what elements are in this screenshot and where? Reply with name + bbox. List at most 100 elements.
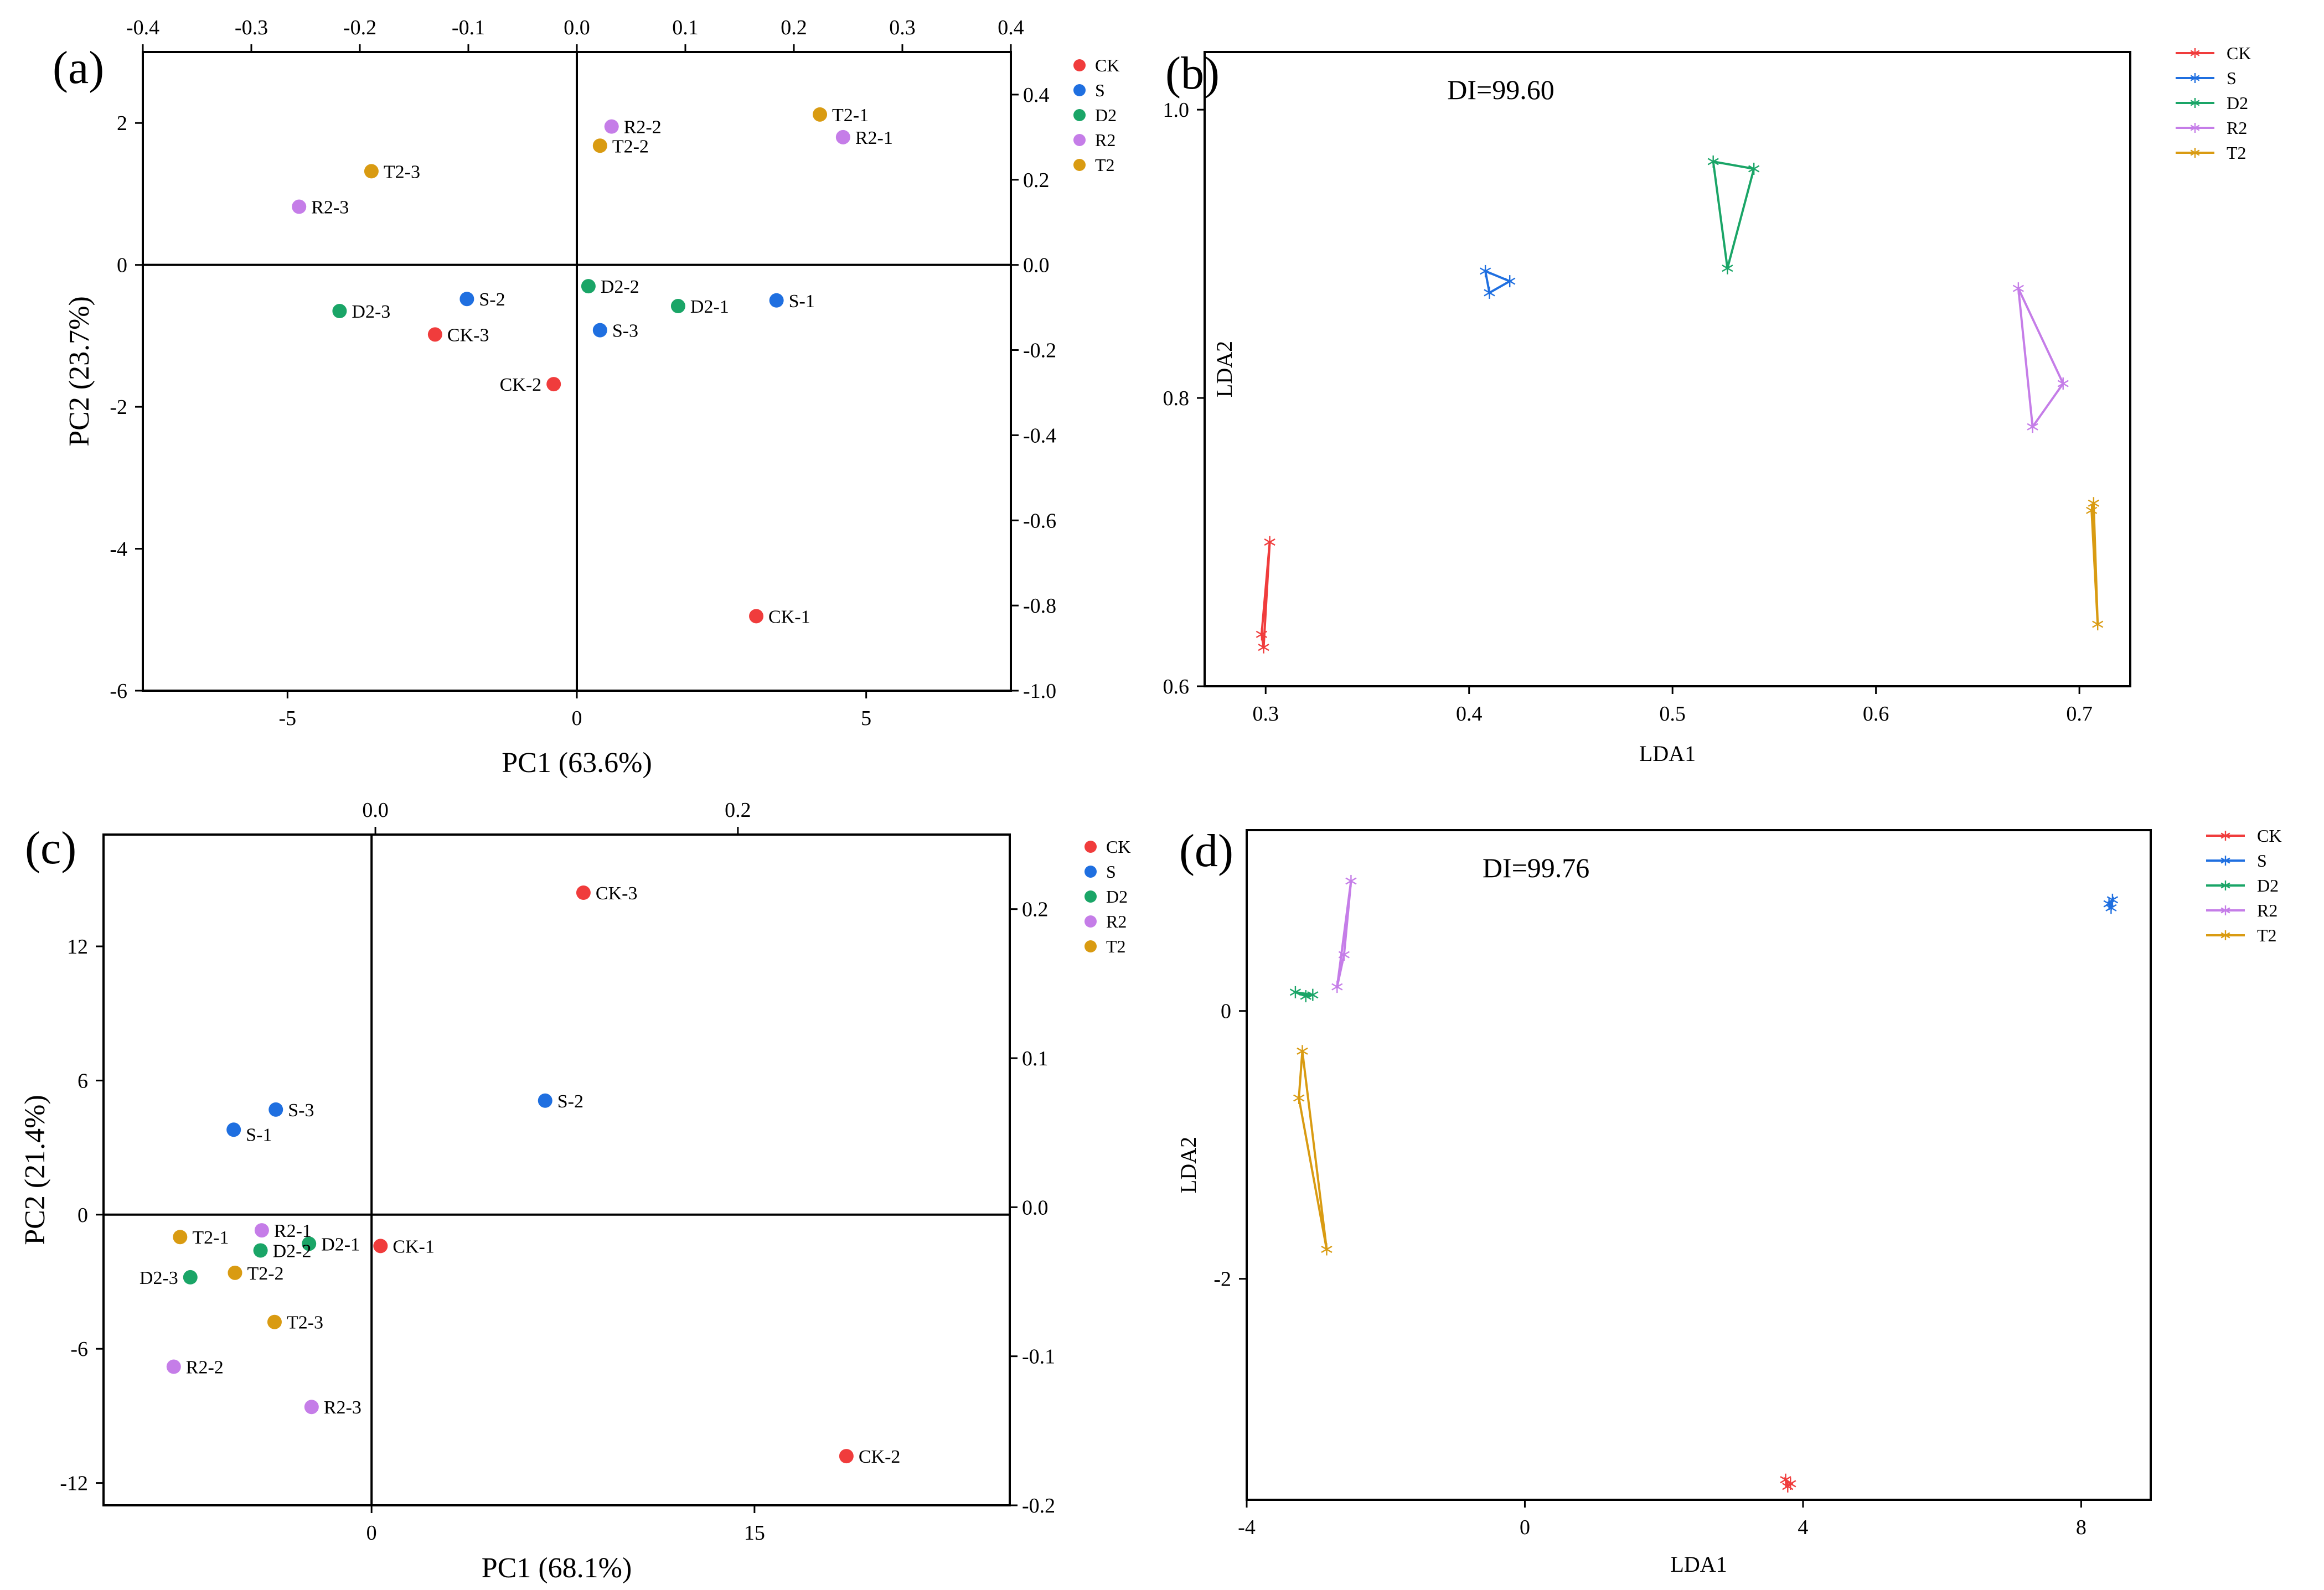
data-point-r2-2	[604, 119, 619, 134]
series-s-polygon	[1484, 269, 1512, 295]
legend-marker-r2	[2190, 123, 2200, 133]
data-label-ck-3: CK-3	[447, 325, 489, 345]
legend-marker-ck	[1073, 59, 1086, 71]
legend-label-d2: D2	[2257, 876, 2279, 895]
y-tick-label: 12	[67, 935, 88, 959]
legend-label-s: S	[1095, 80, 1105, 100]
top-tick-label: -0.2	[343, 16, 376, 39]
legend-label-t2: T2	[2227, 143, 2246, 163]
series-ck-point-1	[1256, 628, 1268, 641]
data-label-ck-2: CK-2	[500, 375, 542, 395]
x-tick-label: 4	[1798, 1516, 1808, 1539]
data-label-s-1: S-1	[246, 1125, 272, 1145]
data-point-t2-2	[592, 138, 607, 153]
top-tick-label: 0.2	[781, 16, 807, 39]
series-d2-point-2	[1748, 162, 1760, 175]
legend-marker-t2	[2220, 930, 2230, 940]
data-label-r2-2: R2-2	[186, 1358, 224, 1378]
legend-label-r2: R2	[2257, 900, 2277, 920]
right-tick-label: 0.2	[1023, 169, 1050, 192]
series-ck-point-2	[1264, 536, 1275, 548]
right-tick-label: 0.0	[1023, 254, 1050, 277]
legend-marker-r2	[1073, 134, 1086, 146]
data-point-s-2	[538, 1093, 552, 1108]
data-label-ck-1: CK-1	[768, 607, 810, 627]
data-label-r2-1: R2-1	[274, 1221, 312, 1241]
legend-marker-s	[1084, 866, 1097, 878]
data-label-s-1: S-1	[789, 291, 815, 312]
series-r2-point-3	[2027, 421, 2038, 433]
y-tick-label: 0.8	[1163, 387, 1190, 410]
legend-label-s: S	[2257, 851, 2267, 871]
legend-label-r2: R2	[2227, 118, 2247, 138]
data-point-s-3	[268, 1102, 283, 1117]
legend-label-t2: T2	[2257, 925, 2277, 945]
legend-marker-ck	[2220, 831, 2230, 841]
legend-marker-t2	[1084, 940, 1097, 952]
data-label-s-3: S-3	[288, 1100, 314, 1121]
series-t2-point-1	[2086, 504, 2098, 517]
y-axis-label: PC2 (23.7%)	[64, 296, 95, 447]
series-d2-point-2	[1300, 990, 1311, 1003]
series-t2-polygon	[1298, 1051, 1328, 1250]
x-tick-label: 0.7	[2066, 702, 2093, 726]
data-point-t2-1	[813, 107, 828, 122]
data-label-s-3: S-3	[612, 321, 638, 341]
series-s-point-3	[2105, 902, 2117, 914]
top-tick-label: 0.1	[672, 16, 699, 39]
x-axis-label: LDA1	[1670, 1552, 1727, 1577]
x-axis-label: PC1 (63.6%)	[502, 747, 652, 779]
data-label-ck-1: CK-1	[393, 1236, 435, 1257]
series-r2-point-1	[1331, 981, 1343, 993]
series-r2-polygon	[2017, 288, 2065, 430]
data-point-d2-2	[581, 279, 596, 294]
series-r2-point-2	[2057, 377, 2069, 390]
data-label-t2-1: T2-1	[192, 1228, 229, 1248]
top-tick-label: -0.4	[126, 16, 159, 39]
top-tick-label: 0.0	[362, 799, 389, 822]
y-tick-label: 1.0	[1163, 99, 1190, 122]
y-axis-label: LDA2	[1212, 341, 1237, 397]
di-annotation: DI=99.76	[1483, 852, 1589, 883]
data-label-t2-3: T2-3	[384, 162, 420, 182]
data-label-t2-2: T2-2	[247, 1263, 283, 1284]
series-s-point-1	[1479, 265, 1491, 277]
legend-marker-s	[2220, 856, 2230, 866]
series-t2-point-2	[1293, 1092, 1305, 1104]
series-t2-point-2	[2088, 497, 2099, 510]
y-tick-label: -2	[110, 396, 127, 419]
y-tick-label: 0	[1221, 1000, 1231, 1023]
legend-marker-s	[2190, 73, 2200, 83]
data-point-s-2	[459, 292, 474, 307]
series-d2-point-1	[1289, 986, 1302, 998]
data-point-r2-1	[254, 1223, 269, 1238]
panel-a: (a) -5 0 5 -6 -4 -2 0 2 -0.4 -0.3 -0.2 -0.1 0.0 0.1 0.2…	[53, 16, 1119, 779]
data-point-r2-3	[292, 199, 307, 214]
data-label-t2-2: T2-2	[612, 136, 649, 157]
series-s-point-3	[1484, 286, 1495, 299]
data-label-d2-3: D2-3	[352, 302, 390, 322]
data-label-d2-1: D2-1	[690, 297, 729, 317]
series-t2-point-3	[2092, 618, 2104, 631]
y-tick-label: -6	[70, 1338, 88, 1361]
data-label-d2-3: D2-3	[140, 1268, 178, 1288]
series-t2-polygon	[2090, 503, 2099, 625]
legend-label-ck: CK	[2227, 43, 2251, 63]
x-tick-label: 0.3	[1252, 702, 1279, 726]
series-s-point-2	[2106, 893, 2119, 906]
legend-label-r2: R2	[1106, 911, 1127, 931]
data-label-s-2: S-2	[557, 1091, 583, 1112]
series-ck-point-1	[1780, 1473, 1791, 1486]
top-tick-label: -0.3	[235, 16, 268, 39]
data-point-d2-1	[670, 299, 685, 314]
y-tick-label: -4	[110, 538, 127, 561]
data-point-ck-1	[749, 609, 764, 624]
data-point-d2-3	[332, 304, 347, 319]
data-label-d2-2: D2-2	[273, 1241, 312, 1261]
data-point-s-1	[226, 1122, 241, 1137]
series-r2-point-3	[1345, 874, 1357, 887]
panel-label: (d)	[1179, 825, 1233, 877]
data-point-r2-3	[304, 1400, 319, 1415]
data-point-t2-3	[364, 164, 379, 179]
